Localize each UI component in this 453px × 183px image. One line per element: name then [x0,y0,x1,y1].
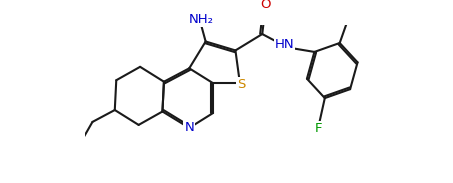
Text: NH₂: NH₂ [189,13,214,26]
Text: HN: HN [275,38,294,51]
Text: N: N [184,121,194,134]
Text: O: O [260,0,270,11]
Text: F: F [315,122,323,135]
Text: S: S [237,78,246,91]
